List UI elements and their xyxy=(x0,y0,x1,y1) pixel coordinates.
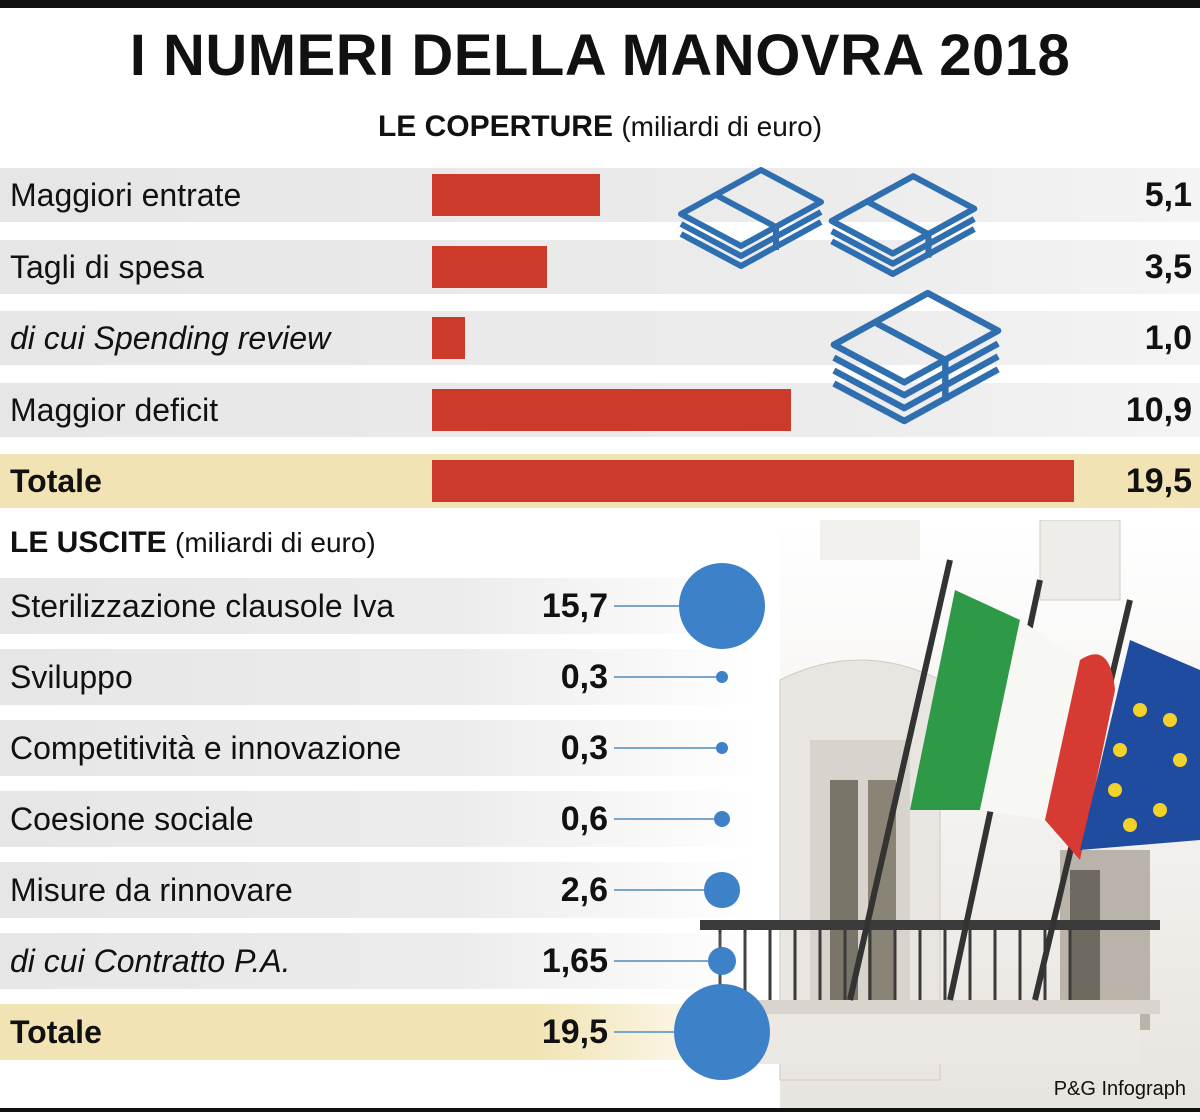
uscite-leader-line xyxy=(614,747,717,749)
uscite-value: 15,7 xyxy=(541,587,608,625)
coperture-bar xyxy=(432,245,547,288)
banknote-stack-icon xyxy=(828,173,978,277)
banknote-stack-icon xyxy=(678,167,824,269)
coperture-label: Totale xyxy=(10,463,102,499)
coperture-value: 10,9 xyxy=(1125,390,1192,429)
coperture-heading: LE COPERTURE (miliardi di euro) xyxy=(0,110,1200,144)
uscite-leader-line xyxy=(614,889,705,891)
uscite-label: Competitività e innovazione xyxy=(10,730,402,766)
uscite-leader-line xyxy=(614,676,717,678)
coperture-label: Maggior deficit xyxy=(10,391,219,428)
top-rule xyxy=(0,0,1200,8)
coperture-row: Maggior deficit 10,9 xyxy=(0,382,1200,437)
uscite-row: Coesione sociale 0,6 xyxy=(0,791,760,847)
coperture-title: LE COPERTURE xyxy=(377,110,613,143)
coperture-label: di cui Spending review xyxy=(10,320,331,356)
coperture-unit: (miliardi di euro) xyxy=(621,111,823,142)
uscite-label: di cui Contratto P.A. xyxy=(10,943,291,979)
palazzo-balcony-photo xyxy=(700,520,1200,1108)
uscite-bubble xyxy=(678,562,766,650)
coperture-bar xyxy=(432,388,791,431)
uscite-label: Coesione sociale xyxy=(10,801,254,837)
uscite-value: 0,6 xyxy=(560,800,608,838)
coperture-label: Maggiori entrate xyxy=(10,177,242,213)
uscite-heading: LE USCITE (miliardi di euro) xyxy=(10,526,376,560)
uscite-bubble xyxy=(704,872,740,908)
uscite-leader-line xyxy=(614,818,714,820)
coperture-bar xyxy=(432,317,465,359)
coperture-value: 19,5 xyxy=(1125,462,1192,500)
uscite-label: Totale xyxy=(10,1014,102,1050)
coperture-row: Tagli di spesa 3,5 xyxy=(0,239,1200,294)
bottom-rule xyxy=(0,1108,1200,1112)
uscite-value: 19,5 xyxy=(541,1013,608,1051)
uscite-value: 1,65 xyxy=(541,942,608,980)
coperture-row: Maggiori entrate 5,1 xyxy=(0,168,1200,222)
uscite-bubble xyxy=(716,671,728,683)
coperture-row: Totale 19,5 xyxy=(0,454,1200,508)
coperture-value: 3,5 xyxy=(1144,247,1192,286)
uscite-bubble xyxy=(716,742,728,754)
uscite-value: 2,6 xyxy=(560,871,608,909)
uscite-bubble xyxy=(713,810,731,828)
uscite-title: LE USCITE xyxy=(10,526,167,559)
uscite-unit: (miliardi di euro) xyxy=(175,527,376,558)
uscite-leader-line xyxy=(614,605,679,607)
uscite-bubble xyxy=(708,947,736,975)
page-title: I NUMERI DELLA MANOVRA 2018 xyxy=(129,23,1071,88)
coperture-value: 5,1 xyxy=(1144,176,1192,214)
coperture-row: di cui Spending review 1,0 xyxy=(0,311,1200,365)
uscite-leader-line xyxy=(614,960,709,962)
coperture-bar xyxy=(432,174,600,216)
uscite-label: Misure da rinnovare xyxy=(10,872,293,908)
uscite-label: Sterilizzazione clausole Iva xyxy=(10,588,395,624)
uscite-value: 0,3 xyxy=(560,729,608,767)
credit-label: P&G Infograph xyxy=(1053,1078,1186,1100)
coperture-bar xyxy=(432,460,1074,502)
uscite-bubble xyxy=(674,984,770,1080)
banknote-stack-icon xyxy=(830,289,1002,425)
coperture-value: 1,0 xyxy=(1144,319,1192,357)
uscite-leader-line xyxy=(614,1031,674,1033)
uscite-label: Sviluppo xyxy=(10,659,133,695)
coperture-label: Tagli di spesa xyxy=(10,248,204,285)
uscite-value: 0,3 xyxy=(560,658,608,696)
